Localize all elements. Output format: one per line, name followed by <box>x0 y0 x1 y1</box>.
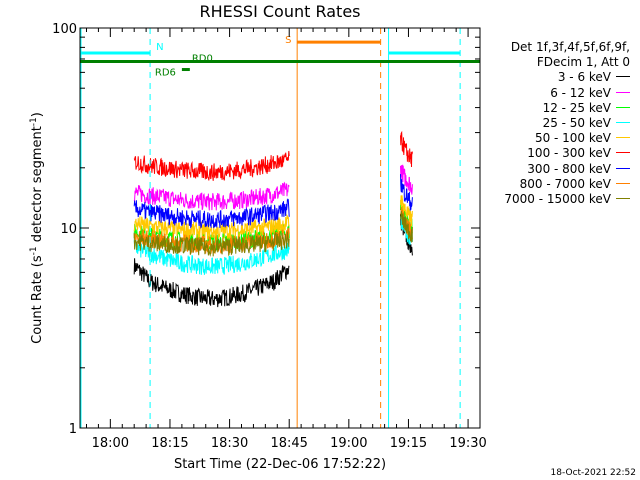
legend-entry-12-25-kev: 12 - 25 keV <box>470 101 630 116</box>
legend-label: 7000 - 15000 keV <box>504 192 611 207</box>
series-3-6-kev-segment-1 <box>133 258 290 308</box>
series-6-12-kev-segment-1 <box>133 181 290 211</box>
x-tick-label-19-15: 19:15 <box>390 436 427 451</box>
legend-label: 300 - 800 keV <box>527 161 611 176</box>
legend-entry-3-6-kev: 3 - 6 keV <box>470 70 630 85</box>
x-axis-label: Start Time (22-Dec-06 17:52:22) <box>174 457 386 472</box>
x-tick-label-18-00: 18:00 <box>92 436 129 451</box>
series-300-800-kev-segment-2 <box>400 174 413 211</box>
legend-swatch <box>616 198 630 200</box>
legend-swatch <box>616 167 630 169</box>
y-axis-label-sup-2: -1 <box>29 117 39 126</box>
legend-entry-300-800-kev: 300 - 800 keV <box>470 162 630 177</box>
legend-header-line-1: Det 1f,3f,4f,5f,6f,9f, <box>510 40 630 54</box>
legend-entry-100-300-kev: 100 - 300 keV <box>470 146 630 161</box>
legend-entries: 3 - 6 keV 6 - 12 keV 12 - 25 keV 25 - 50 ke… <box>470 70 630 207</box>
legend-swatch <box>616 122 630 124</box>
legend-label: 50 - 100 keV <box>534 131 611 146</box>
legend: Det 1f,3f,4f,5f,6f,9f, FDecim 1, Att 0 3… <box>470 40 630 207</box>
legend-label: 6 - 12 keV <box>550 85 611 100</box>
legend-entry-25-50-kev: 25 - 50 keV <box>470 116 630 131</box>
chart-title: RHESSI Count Rates <box>200 2 361 21</box>
series-300-800-kev-segment-1 <box>133 198 290 229</box>
series-6-12-kev-segment-2 <box>400 164 413 195</box>
x-tick-label-18-15: 18:15 <box>151 436 188 451</box>
legend-swatch <box>616 76 630 78</box>
y-tick-label-100: 100 <box>52 22 77 37</box>
series-layer <box>133 130 413 308</box>
legend-entry-6-12-kev: 6 - 12 keV <box>470 86 630 101</box>
x-tick-label-18-45: 18:45 <box>270 436 307 451</box>
legend-entry-7000-15000-kev: 7000 - 15000 keV <box>470 192 630 207</box>
legend-header-line-2: FDecim 1, Att 0 <box>536 55 630 70</box>
annotation-label-rd0: RD0 <box>192 53 213 64</box>
series-100-300-kev-segment-1 <box>133 150 290 181</box>
annotation-layer: N S RD0 RD6 <box>80 28 480 428</box>
y-axis-label-mid: detector segment <box>30 126 45 246</box>
series-7000-15000-kev-segment-2 <box>400 211 413 243</box>
timestamp: 18-Oct-2021 22:52 <box>550 468 636 478</box>
y-axis-label-close: ) <box>30 112 45 117</box>
y-tick-label-1: 1 <box>69 422 77 437</box>
series-25-50-kev-segment-1 <box>133 239 290 275</box>
legend-swatch <box>616 137 630 139</box>
legend-label: 100 - 300 keV <box>527 146 611 161</box>
series-7000-15000-kev-segment-1 <box>133 231 290 257</box>
legend-label: 3 - 6 keV <box>557 70 611 85</box>
annotation-label-s: S <box>285 35 291 46</box>
x-tick-label-19-00: 19:00 <box>330 436 367 451</box>
legend-label: 12 - 25 keV <box>542 100 611 115</box>
annotation-label-n: N <box>156 42 163 53</box>
y-axis-label-main: Count Rate (s <box>30 255 45 344</box>
y-tick-label-10: 10 <box>60 222 77 237</box>
legend-label: 25 - 50 keV <box>542 116 611 131</box>
legend-entry-50-100-kev: 50 - 100 keV <box>470 131 630 146</box>
x-tick-label-18-30: 18:30 <box>211 436 248 451</box>
series-100-300-kev-segment-2 <box>400 130 413 168</box>
legend-swatch <box>616 106 630 108</box>
legend-swatch <box>616 152 630 154</box>
axis-layer: 18:00 18:15 18:30 18:45 19:00 19:15 19:30 1 10 10… <box>52 22 487 451</box>
legend-label: 800 - 7000 keV <box>519 176 611 191</box>
x-tick-label-19-30: 19:30 <box>449 436 486 451</box>
annotation-label-rd6: RD6 <box>155 68 176 79</box>
series-50-100-kev-segment-2 <box>400 195 413 227</box>
y-axis-label-sup: -1 <box>29 246 39 255</box>
legend-swatch <box>616 182 630 184</box>
legend-entry-800-7000-kev: 800 - 7000 keV <box>470 177 630 192</box>
y-axis-label: Count Rate (s-1 detector segment-1) <box>29 112 45 344</box>
legend-swatch <box>616 91 630 93</box>
series-50-100-kev-segment-1 <box>133 213 290 240</box>
